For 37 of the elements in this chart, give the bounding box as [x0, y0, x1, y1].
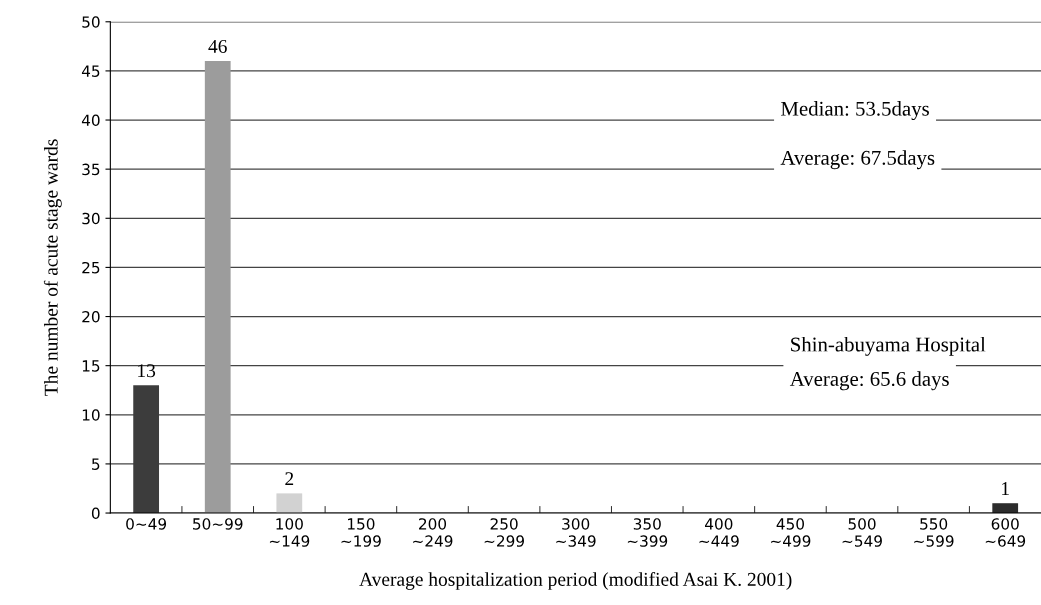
bar [276, 493, 303, 514]
x-tick-label: 550 ~599 [914, 518, 954, 547]
x-tick-label: 350 ~399 [627, 518, 668, 547]
data-label: 2 [285, 472, 294, 486]
y-tick-label: 40 [81, 114, 100, 127]
data-label: 13 [138, 364, 156, 378]
x-tick-label: 0~49 [126, 518, 167, 530]
y-tick-label: 50 [82, 16, 100, 28]
x-tick-label: 400 ~449 [699, 518, 739, 547]
bar [992, 503, 1019, 514]
y-tick-label: 15 [82, 360, 100, 372]
annotation: Average: 65.6 days [789, 371, 949, 391]
x-tick-label: 600 ~649 [985, 518, 1026, 547]
x-tick-label: 200 ~249 [413, 518, 453, 547]
y-tick-label: 5 [92, 458, 100, 470]
y-axis-title: The number of acute stage wards [43, 139, 62, 396]
x-tick-label: 300 ~349 [556, 518, 596, 547]
y-tick-label: 20 [82, 311, 100, 323]
x-tick-label: 500 ~549 [842, 518, 882, 547]
x-tick-label: 50~99 [193, 518, 243, 530]
y-tick-label: 45 [81, 65, 100, 77]
x-tick-label: 450 ~499 [771, 518, 811, 547]
annotation: Shin-abuyama Hospital [791, 336, 986, 356]
x-tick-label: 250 ~299 [484, 518, 524, 547]
bar [204, 61, 231, 514]
x-tick-label: 100 ~149 [269, 518, 310, 547]
data-label: 46 [208, 39, 227, 53]
y-tick-label: 25 [82, 261, 100, 274]
y-tick-label: 35 [82, 163, 100, 176]
x-axis-title: Average hospitalization period (modified Asai K. 2001) [359, 572, 792, 590]
y-tick-label: 0 [91, 507, 100, 520]
annotation: Median: 53.5days [781, 101, 929, 121]
x-tick-label: 150 ~199 [341, 518, 381, 547]
y-tick-label: 10 [82, 409, 100, 421]
data-label: 1 [1002, 482, 1009, 495]
y-tick-label: 30 [82, 212, 100, 225]
annotation: Average: 67.5days [780, 150, 935, 170]
